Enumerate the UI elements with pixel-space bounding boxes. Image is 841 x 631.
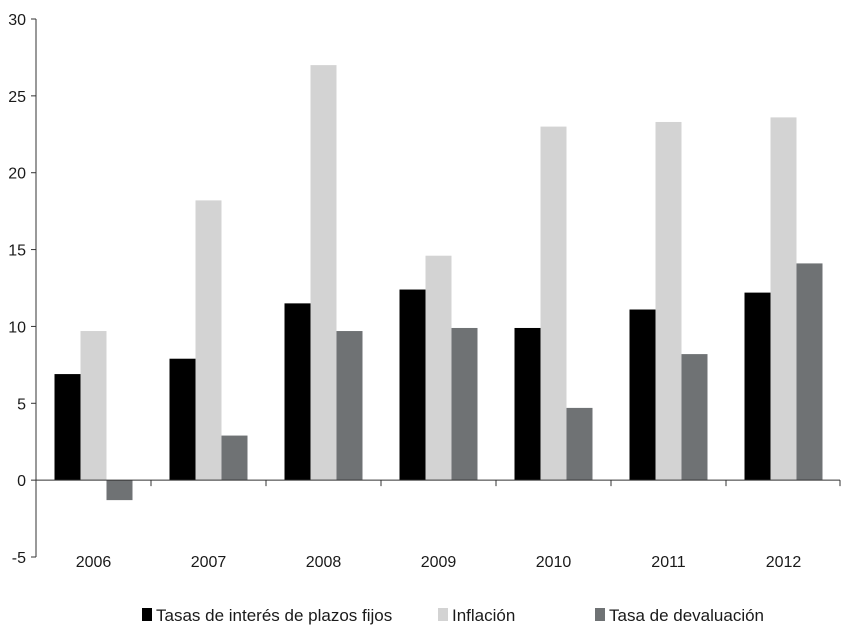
legend-label-1: Tasas de interés de plazos fijos [156,606,392,625]
legend-label-2: Inflación [452,606,515,625]
ticks-layer: -5 0 5 10 15 20 25 30 2006 2007 2008 2009 2010 2011 20… [8,12,841,571]
legend-label-3: Tasa de devaluación [609,606,764,625]
y-tick-label: 15 [8,243,26,260]
y-tick-label: 0 [17,473,26,490]
bar-2008-series-1 [284,303,311,481]
x-tick-label-2010: 2010 [536,554,572,571]
bar-2010-series-1 [514,327,541,481]
bar-2008-series-2 [310,65,337,481]
bar-2011-series-3 [681,354,708,481]
bar-2008-series-3 [336,331,363,481]
legend: Tasas de interés de plazos fijos Inflació… [142,606,764,625]
bar-2011-series-2 [655,121,682,481]
x-tick-label-2009: 2009 [421,554,457,571]
x-tick-label-2006: 2006 [76,554,112,571]
bar-2006-series-2 [80,331,107,481]
x-tick-label-2012: 2012 [766,554,802,571]
legend-swatch-2 [438,608,448,621]
bar-2006-series-3 [106,480,133,501]
bar-2012-series-1 [744,292,771,481]
bar-2011-series-1 [629,309,656,481]
x-tick-label-2011: 2011 [651,554,686,571]
bar-2012-series-2 [770,117,797,481]
x-tick-label-2007: 2007 [191,554,227,571]
bar-2012-series-3 [796,263,823,481]
x-tick-label-2008: 2008 [306,554,342,571]
bar-2007-series-3 [221,435,248,481]
bar-2010-series-2 [540,126,567,481]
legend-swatch-1 [142,608,152,621]
y-tick-label: 30 [8,12,26,29]
y-tick-label: 10 [8,319,26,336]
bar-2009-series-3 [451,327,478,481]
bar-2009-series-1 [399,289,426,481]
legend-swatch-3 [595,608,605,621]
bar-2009-series-2 [425,255,452,481]
bar-2007-series-2 [195,200,222,481]
axes-layer [35,19,840,557]
bar-2010-series-3 [566,407,593,481]
bar-2006-series-1 [54,374,81,481]
bar-2007-series-1 [169,358,196,481]
y-tick-label: 5 [17,396,26,413]
bars-layer [54,65,823,501]
y-tick-label: -5 [12,550,26,567]
y-tick-label: 20 [8,166,26,183]
y-tick-label: 25 [8,89,26,106]
